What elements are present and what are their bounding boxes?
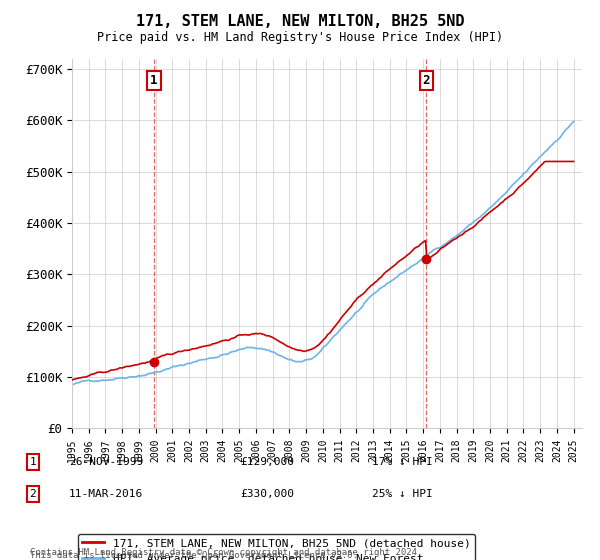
Text: 2: 2 — [423, 74, 430, 87]
Text: 11-MAR-2016: 11-MAR-2016 — [69, 489, 143, 499]
Text: 1: 1 — [150, 74, 158, 87]
Text: Price paid vs. HM Land Registry's House Price Index (HPI): Price paid vs. HM Land Registry's House … — [97, 31, 503, 44]
Text: 26-NOV-1999: 26-NOV-1999 — [69, 457, 143, 467]
Text: 17% ↓ HPI: 17% ↓ HPI — [372, 457, 433, 467]
Text: £330,000: £330,000 — [240, 489, 294, 499]
Legend: 171, STEM LANE, NEW MILTON, BH25 5ND (detached house), HPI: Average price, detac: 171, STEM LANE, NEW MILTON, BH25 5ND (de… — [77, 534, 475, 560]
Text: 2: 2 — [29, 489, 37, 499]
Text: £129,000: £129,000 — [240, 457, 294, 467]
Text: 171, STEM LANE, NEW MILTON, BH25 5ND: 171, STEM LANE, NEW MILTON, BH25 5ND — [136, 14, 464, 29]
Text: Contains HM Land Registry data © Crown copyright and database right 2024.: Contains HM Land Registry data © Crown c… — [30, 548, 422, 557]
Text: 1: 1 — [29, 457, 37, 467]
Text: This data is licensed under the Open Government Licence v3.0.: This data is licensed under the Open Gov… — [30, 551, 358, 560]
Text: 25% ↓ HPI: 25% ↓ HPI — [372, 489, 433, 499]
